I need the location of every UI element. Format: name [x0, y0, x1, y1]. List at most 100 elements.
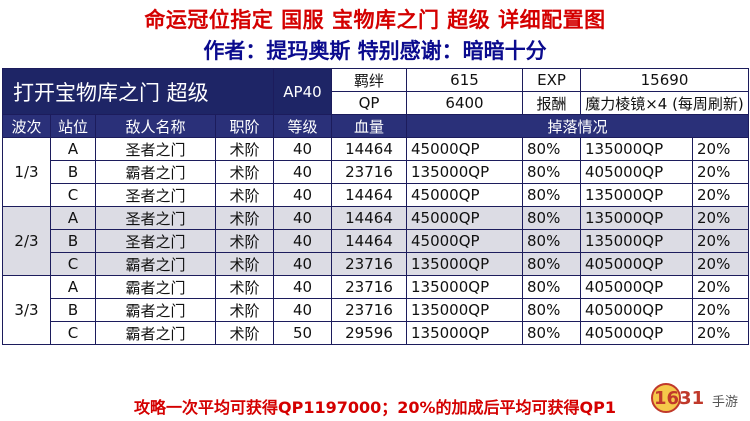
drop-normal-rate-cell: 80% [522, 160, 581, 184]
hp-cell: 23716 [331, 298, 407, 322]
drop-normal-cell: 45000QP [406, 183, 523, 207]
drop-rare-cell: 405000QP [580, 321, 693, 345]
drop-normal-rate-cell: 80% [522, 137, 581, 161]
table-row: 2/3 A 圣者之门 术阶 40 14464 45000QP 80% 135000QP 20% [2, 206, 749, 276]
position-cell: A [50, 137, 96, 161]
exp-value: 15690 [580, 68, 749, 92]
drop-rare-rate-cell: 20% [692, 137, 749, 161]
drop-normal-rate-cell: 80% [522, 275, 581, 299]
position-cell: C [50, 321, 96, 345]
class-cell: 术阶 [215, 160, 274, 184]
position-cell: A [50, 206, 96, 230]
drop-normal-cell: 45000QP [406, 206, 523, 230]
position-cell: A [50, 275, 96, 299]
hp-cell: 14464 [331, 137, 407, 161]
col-position: 站位 [50, 114, 96, 138]
drop-normal-cell: 45000QP [406, 229, 523, 253]
enemy-name-cell: 圣者之门 [95, 137, 216, 161]
drop-normal-rate-cell: 80% [522, 206, 581, 230]
enemy-name-cell: 圣者之门 [95, 229, 216, 253]
level-cell: 50 [273, 321, 332, 345]
col-hp: 血量 [331, 114, 407, 138]
wave-cell: 1/3 [2, 137, 51, 207]
table-row: B 霸者之门 术阶 40 23716 135000QP 80% 405000QP 20% [3, 298, 749, 322]
drop-rare-rate-cell: 20% [692, 252, 749, 276]
summary-footer: 攻略一次平均可获得QP1197000；20%的加成后平均可获得QP1 [133, 398, 617, 417]
drop-rare-cell: 405000QP [580, 298, 693, 322]
page-subtitle: 作者：提玛奥斯 特别感谢：暗暗十分 [203, 39, 547, 63]
drop-normal-cell: 135000QP [406, 298, 523, 322]
position-cell: B [50, 229, 96, 253]
drop-rare-cell: 405000QP [580, 275, 693, 299]
class-cell: 术阶 [215, 321, 274, 345]
enemy-name-cell: 霸者之门 [95, 298, 216, 322]
enemy-name-cell: 圣者之门 [95, 206, 216, 230]
table-row: C 霸者之门 术阶 40 23716 135000QP 80% 405000QP 20% [3, 252, 749, 276]
table-row: 3/3 A 霸者之门 术阶 40 23716 135000QP 80% 405000QP 20% [2, 275, 749, 345]
drop-normal-rate-cell: 80% [522, 321, 581, 345]
drop-normal-cell: 135000QP [406, 275, 523, 299]
position-cell: B [50, 160, 96, 184]
col-wave: 波次 [2, 114, 51, 138]
drop-normal-cell: 135000QP [406, 160, 523, 184]
exp-label: EXP [522, 68, 581, 92]
enemy-name-cell: 霸者之门 [95, 275, 216, 299]
hp-cell: 23716 [331, 252, 407, 276]
class-cell: 术阶 [215, 229, 274, 253]
col-level: 等级 [273, 114, 332, 138]
table-row: C 霸者之门 术阶 50 29596 135000QP 80% 405000QP 20% [3, 321, 749, 345]
ap-cost: AP40 [273, 68, 332, 115]
level-cell: 40 [273, 137, 332, 161]
enemy-name-cell: 霸者之门 [95, 160, 216, 184]
level-cell: 40 [273, 160, 332, 184]
site-logo: 1631 手游 [651, 383, 738, 413]
enemy-name-cell: 霸者之门 [95, 321, 216, 345]
column-header-row: 波次 站位 敌人名称 职阶 等级 血量 掉落情况 [2, 114, 749, 138]
drop-rare-rate-cell: 20% [692, 206, 749, 230]
logo-badge-icon [651, 383, 681, 413]
page-title: 命运冠位指定 国服 宝物库之门 超级 详细配置图 [144, 8, 606, 32]
col-enemy-name: 敌人名称 [95, 114, 216, 138]
stage-table: 打开宝物库之门 超级 AP40 羁绊 615 EXP 15690 QP 6400… [2, 68, 749, 345]
col-class: 职阶 [215, 114, 274, 138]
drop-normal-rate-cell: 80% [522, 252, 581, 276]
class-cell: 术阶 [215, 298, 274, 322]
drop-rare-rate-cell: 20% [692, 275, 749, 299]
level-cell: 40 [273, 252, 332, 276]
qp-value: 6400 [406, 91, 523, 115]
reward-value: 魔力棱镜×4 (每周刷新) [580, 91, 749, 115]
hp-cell: 23716 [331, 275, 407, 299]
level-cell: 40 [273, 183, 332, 207]
drop-rare-cell: 135000QP [580, 137, 693, 161]
drop-rare-rate-cell: 20% [692, 160, 749, 184]
drop-rare-cell: 135000QP [580, 229, 693, 253]
class-cell: 术阶 [215, 206, 274, 230]
drop-rare-cell: 135000QP [580, 206, 693, 230]
wave-cell: 3/3 [2, 275, 51, 345]
hp-cell: 14464 [331, 183, 407, 207]
table-row: B 霸者之门 术阶 40 23716 135000QP 80% 405000QP 20% [3, 160, 749, 184]
position-cell: C [50, 252, 96, 276]
class-cell: 术阶 [215, 183, 274, 207]
hp-cell: 14464 [331, 206, 407, 230]
enemy-name-cell: 霸者之门 [95, 252, 216, 276]
drop-rare-rate-cell: 20% [692, 229, 749, 253]
reward-label: 报酬 [522, 91, 581, 115]
stage-name: 打开宝物库之门 超级 [2, 68, 274, 115]
bond-value: 615 [406, 68, 523, 92]
class-cell: 术阶 [215, 252, 274, 276]
drop-normal-rate-cell: 80% [522, 229, 581, 253]
level-cell: 40 [273, 275, 332, 299]
drop-rare-rate-cell: 20% [692, 321, 749, 345]
level-cell: 40 [273, 229, 332, 253]
drop-rare-rate-cell: 20% [692, 183, 749, 207]
class-cell: 术阶 [215, 275, 274, 299]
logo-number: 1631 [654, 388, 704, 409]
logo-sub: 手游 [712, 395, 738, 410]
table-row: C 圣者之门 术阶 40 14464 45000QP 80% 135000QP 20% [3, 183, 749, 207]
enemy-name-cell: 圣者之门 [95, 183, 216, 207]
drop-normal-cell: 135000QP [406, 321, 523, 345]
hp-cell: 14464 [331, 229, 407, 253]
drop-rare-rate-cell: 20% [692, 298, 749, 322]
